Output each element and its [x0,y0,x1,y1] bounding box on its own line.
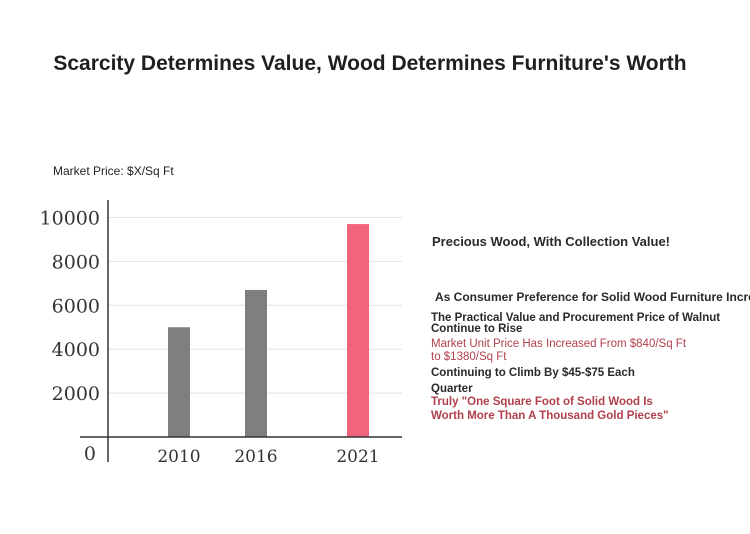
tick-labels: 0 2000 4000 6000 8000 10000 2010 2016 2021 [40,208,380,468]
panel-intro: As Consumer Preference for Solid Wood Fu… [435,290,750,304]
panel-line-4: to $1380/Sq Ft [431,351,507,363]
y-tick-label: 2000 [52,383,100,405]
x-tick-label: 2021 [336,447,379,467]
x-tick-label: 2010 [157,447,200,467]
bar [168,327,190,437]
y-tick-label: 0 [84,443,96,465]
y-tick-label: 4000 [52,339,100,361]
bar [347,224,369,437]
panel-line-3: Market Unit Price Has Increased From $84… [431,338,687,350]
panel-line-1: The Practical Value and Procurement Pric… [431,312,721,324]
panel-line-7: Truly "One Square Foot of Solid Wood Is [431,396,653,408]
chart-title: Scarcity Determines Value, Wood Determin… [53,52,687,75]
y-tick-label: 10000 [40,208,100,230]
panel-line-5: Continuing to Climb By $45-$75 Each [431,367,635,379]
panel-headline: Precious Wood, With Collection Value! [432,234,670,249]
unit-label: Market Price: $X/Sq Ft [53,164,174,178]
y-tick-label: 6000 [52,295,100,317]
panel-line-8: Worth More Than A Thousand Gold Pieces" [431,410,669,422]
panel-line-6: Quarter [431,383,473,395]
y-tick-label: 8000 [52,251,100,273]
x-tick-label: 2016 [234,447,277,467]
axes [80,200,402,462]
bars [168,224,369,437]
panel-line-2: Continue to Rise [431,323,523,335]
bar-chart: 0 2000 4000 6000 8000 10000 2010 2016 2021 [40,200,402,468]
bar [245,289,267,437]
